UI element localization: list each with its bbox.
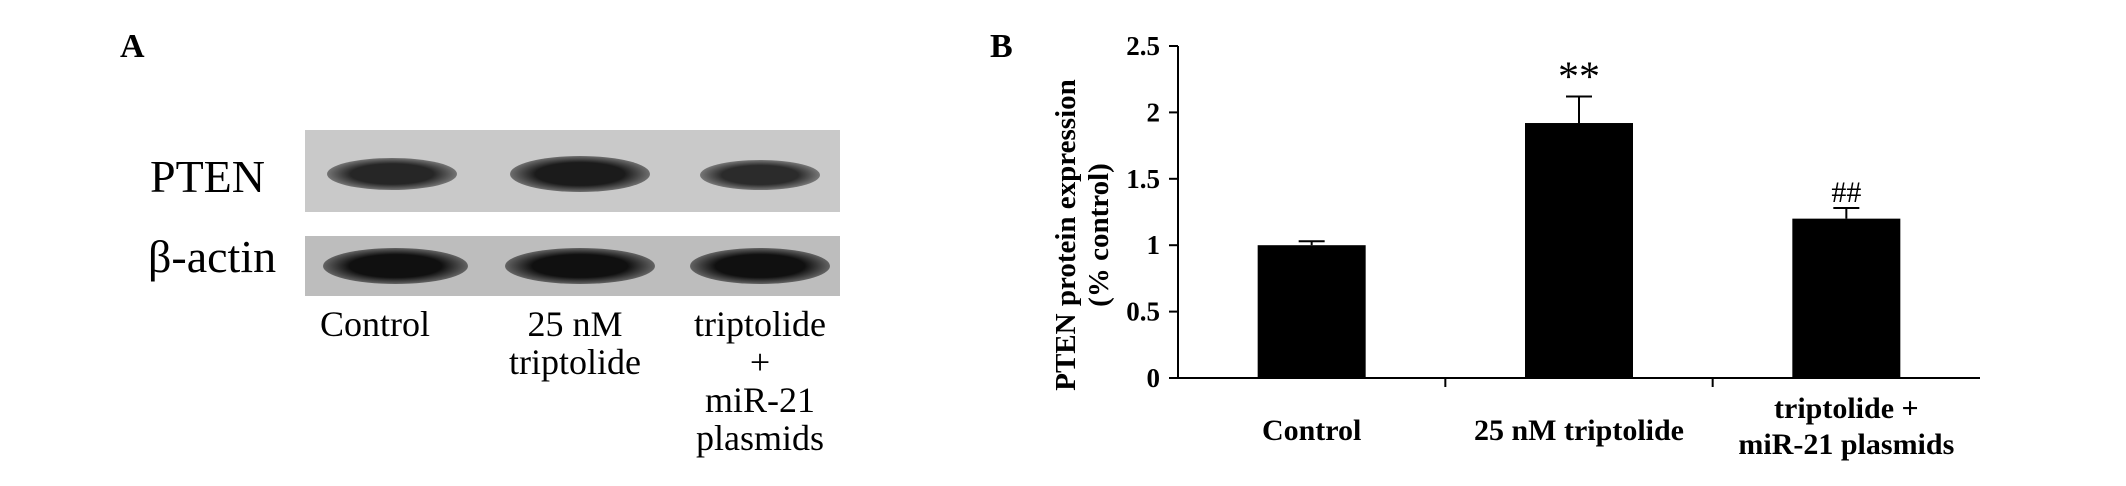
blot-strip-actin — [305, 236, 840, 296]
lane-label-triptolide: 25 nM triptolide — [509, 304, 641, 382]
y-axis-title-line: PTEN protein expression — [1050, 79, 1082, 391]
y-tick-label: 2.5 — [1126, 31, 1160, 61]
panel-a-letter: A — [120, 28, 145, 65]
y-tick-label: 0 — [1147, 363, 1161, 393]
x-tick-labels: Control 25 nM triptolide triptolide +miR-2… — [1262, 392, 1954, 461]
lane-label-combo: triptolide + miR-21 plasmids — [694, 304, 826, 458]
y-tick-label: 2 — [1147, 97, 1161, 127]
blot-band — [700, 160, 820, 190]
panel-b-letter: B — [990, 28, 1013, 65]
x-tick-label: 25 nM triptolide — [1474, 414, 1684, 447]
significance-marker: ## — [1831, 176, 1861, 209]
x-tick-label: Control — [1262, 414, 1361, 447]
blot-row-label-pten: PTEN — [150, 151, 265, 202]
blot-band — [510, 156, 650, 192]
lane-label-control: Control — [319, 304, 430, 344]
y-axis-title: PTEN protein expression (% control) — [1050, 79, 1115, 391]
blot-row-label-actin: β-actin — [148, 231, 277, 282]
y-axis-title-line: (% control) — [1083, 163, 1115, 307]
blot-strip-pten — [305, 130, 840, 212]
significance-marker: ** — [1558, 54, 1600, 100]
y-tick-labels: 0 0.5 1 1.5 2 2.5 — [1126, 31, 1160, 393]
bars: ** ## — [1257, 54, 1901, 378]
blot-band — [690, 248, 830, 284]
x-tick-label: miR-21 plasmids — [1738, 428, 1954, 461]
blot-band — [323, 248, 468, 284]
bar — [1257, 245, 1366, 378]
blot-band — [327, 158, 457, 190]
y-tick-label: 1 — [1147, 230, 1161, 260]
x-tick-label: triptolide + — [1774, 392, 1919, 425]
bar — [1792, 218, 1901, 378]
blot-band — [505, 248, 655, 284]
y-tick-label: 1.5 — [1126, 164, 1160, 194]
bar — [1525, 123, 1633, 378]
y-tick-label: 0.5 — [1126, 297, 1160, 327]
